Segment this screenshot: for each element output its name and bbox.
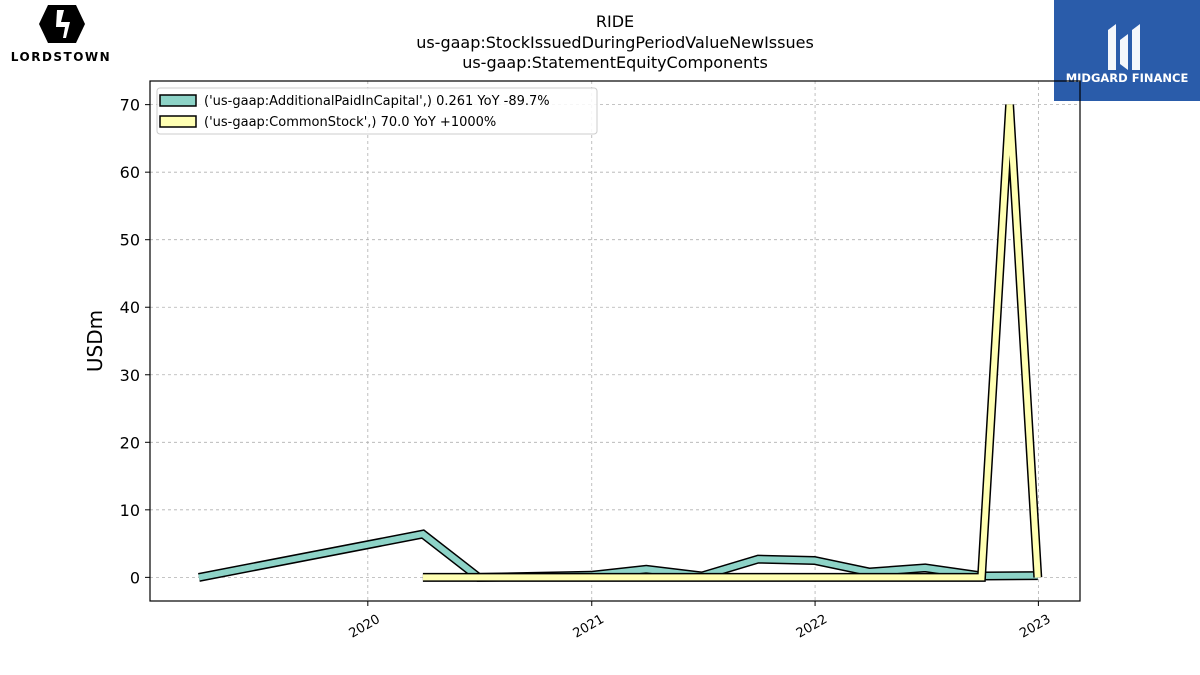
lordstown-wordmark: LORDSTOWN — [11, 50, 111, 64]
series-1-outline — [422, 104, 1043, 582]
legend-swatch — [159, 115, 197, 128]
x-tick-label: 2020 — [347, 612, 383, 642]
lightning-bolt-icon — [56, 10, 70, 38]
y-tick-label: 50 — [120, 231, 140, 250]
legend: ('us-gaap:AdditionalPaidInCapital',) 0.2… — [156, 87, 598, 135]
chart-title-line-3: us-gaap:StatementEquityComponents — [462, 53, 768, 72]
midgard-finance-logo: MIDGARD FINANCE — [1054, 0, 1200, 101]
legend-label: ('us-gaap:CommonStock',) 70.0 YoY +1000% — [204, 115, 496, 130]
y-axis-label: USDm — [83, 310, 107, 372]
x-tick-label: 2022 — [794, 612, 830, 642]
series-layer — [198, 104, 1043, 582]
series-1-line — [422, 104, 1041, 581]
chart-title-line-1: RIDE — [596, 12, 634, 31]
y-tick-label: 0 — [130, 568, 140, 587]
y-tick-label: 70 — [120, 96, 140, 115]
lordstown-logo: LORDSTOWN — [0, 0, 125, 70]
midgard-m-icon — [1108, 24, 1140, 70]
legend-swatch — [159, 94, 197, 107]
y-tick-label: 10 — [120, 501, 140, 520]
chart-title-line-2: us-gaap:StockIssuedDuringPeriodValueNewI… — [416, 33, 814, 52]
y-tick-label: 40 — [120, 298, 140, 317]
x-tick-label: 2021 — [571, 612, 607, 642]
grid-lines — [150, 81, 1080, 601]
chart-title: RIDE us-gaap:StockIssuedDuringPeriodValu… — [416, 12, 814, 72]
y-axis: 0 10 20 30 40 50 60 70 — [120, 96, 150, 587]
legend-label: ('us-gaap:AdditionalPaidInCapital',) 0.2… — [204, 94, 550, 109]
x-axis: 2020 2021 2022 2023 — [347, 601, 1053, 642]
y-tick-label: 60 — [120, 163, 140, 182]
midgard-wordmark: MIDGARD FINANCE — [1066, 71, 1189, 85]
y-tick-label: 30 — [120, 366, 140, 385]
y-tick-label: 20 — [120, 433, 140, 452]
legend-box — [156, 87, 598, 135]
x-tick-label: 2023 — [1017, 612, 1053, 642]
plot-frame — [149, 80, 1081, 602]
series-0-line — [198, 530, 1038, 581]
